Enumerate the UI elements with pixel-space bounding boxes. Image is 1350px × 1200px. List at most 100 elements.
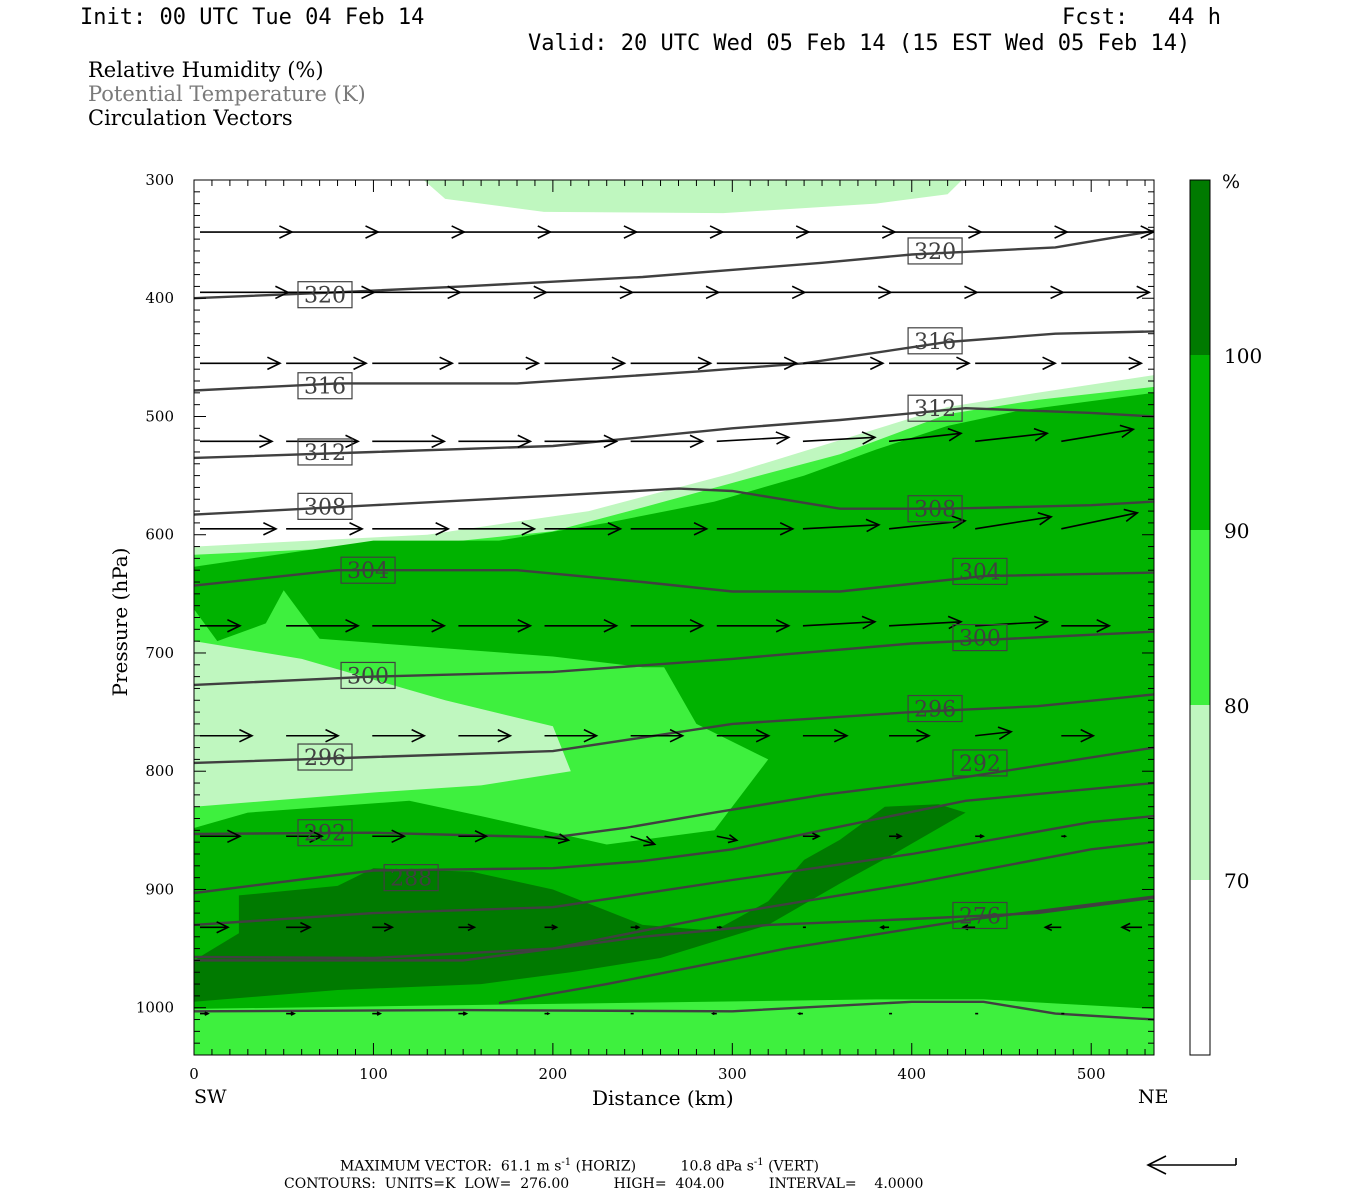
vector-arrow-head-8-1: [300, 921, 312, 933]
vector-arrow-head-3-9: [1033, 427, 1050, 442]
y-tick-label-1000: 1000: [136, 999, 174, 1017]
vector-arrow-head-4-7: [865, 518, 881, 533]
vector-arrow-head-3-2: [431, 434, 447, 449]
theta-contour-316: [194, 330, 1154, 392]
max-vector-prefix: MAXIMUM VECTOR: 61.1 m s: [340, 1158, 562, 1175]
vector-arrow-head-6-7: [833, 728, 849, 743]
contour-label-box-0: [297, 281, 353, 309]
max-vector-exp2: -1: [753, 1157, 764, 1168]
contour-label-box-9: [952, 557, 1008, 585]
x-tick-label-0: 0: [189, 1065, 199, 1083]
vector-arrow-head-9-6: [710, 1012, 715, 1016]
plot-area: 320 320 316 316 312 312 308 308 304 304 300 300 296 2…: [194, 180, 1154, 1055]
vector-arrow-head-4-0: [263, 522, 278, 536]
vector-arrow-head-5-5: [689, 618, 705, 633]
vector-arrow-head-3-5: [689, 434, 705, 449]
vector-arrow-head-6-6: [755, 728, 771, 743]
vector-arrow-head-6-3: [497, 728, 513, 743]
vector-arrow-head-6-9: [997, 726, 1014, 740]
vector-arrow-head-5-1: [345, 618, 360, 633]
theta-contour-9: [194, 814, 1154, 927]
vector-arrow-head-6-4: [583, 728, 599, 743]
vector-arrow-head-7-7: [812, 832, 821, 841]
vector-arrow-head-4-2: [435, 522, 451, 536]
contour-label-308: 308: [304, 495, 346, 520]
vector-arrow-head-8-0: [216, 921, 230, 934]
vector-arrow-head-2-1: [353, 356, 368, 371]
vector-arrow-head-9-2: [376, 1011, 383, 1016]
contour-label-296: 296: [304, 746, 346, 771]
colorbar-segment-2: [1190, 530, 1210, 705]
y-axis-title: Pressure (hPa): [108, 547, 132, 697]
vector-arrow-head-5-6: [775, 618, 791, 633]
colorbar-segment-3: [1190, 705, 1210, 880]
vector-arrow-head-2-9: [1042, 356, 1058, 371]
vector-arrow-head-9-4: [546, 1012, 551, 1016]
colorbar-label-100: 100: [1224, 344, 1262, 368]
y-tick-label-800: 800: [145, 762, 174, 780]
vector-arrow-head-9-1: [290, 1011, 296, 1016]
x-tick-label-200: 200: [539, 1065, 568, 1083]
legend-relative-humidity: Relative Humidity (%): [88, 58, 324, 82]
contour-label-316: 316: [304, 375, 346, 400]
colorbar-segment-4: [1190, 880, 1210, 1055]
x-tick-label-100: 100: [359, 1065, 388, 1083]
contour-label-box-10: [340, 661, 396, 690]
contour-label-box-5: [907, 394, 963, 422]
vector-arrow-head-2-7: [869, 356, 885, 371]
contour-label-box-2: [297, 372, 353, 400]
vector-arrow-3-6: [716, 436, 789, 443]
contour-label-316: 316: [914, 330, 956, 355]
vector-arrow-head-1-10: [1136, 285, 1152, 300]
colorbar-label-80: 80: [1224, 694, 1249, 718]
contour-label-box-15: [297, 819, 353, 847]
vector-arrow-head-8-10: [1043, 923, 1053, 932]
contour-label-300: 300: [347, 664, 389, 689]
vector-arrow-head-6-2: [411, 728, 427, 743]
vector-arrow-head-7-6: [727, 834, 739, 844]
vector-arrow-head-3-10: [1119, 424, 1136, 439]
contour-label-box-17: [952, 901, 1008, 930]
contour-label-box-8: [340, 556, 396, 584]
contour-label-box-16: [383, 864, 439, 892]
theta-contour-308: [194, 487, 1154, 516]
contour-label-276: 276: [959, 904, 1001, 929]
y-tick-label-900: 900: [145, 880, 174, 898]
x-end-label-sw: SW: [194, 1086, 227, 1108]
contour-label-box-6: [297, 492, 353, 520]
vector-arrow-head-2-4: [611, 356, 627, 371]
vector-arrow-head-9-0: [204, 1011, 210, 1016]
vector-arrow-head-8-11: [1120, 922, 1131, 932]
x-tick-label-400: 400: [897, 1065, 926, 1083]
vector-arrow-head-9-7: [797, 1012, 801, 1016]
vector-arrow-head-7-5: [643, 835, 657, 847]
legend-circulation-vectors: Circulation Vectors: [88, 106, 293, 130]
contour-label-312: 312: [304, 441, 346, 466]
vector-arrow-head-6-1: [325, 728, 340, 743]
vector-arrow-head-7-8: [895, 833, 903, 840]
theta-contour-12: [498, 895, 1154, 1005]
vector-arrow-head-8-3: [467, 923, 477, 932]
vector-arrow-head-7-10: [1063, 834, 1068, 838]
contour-label-box-14: [952, 749, 1008, 777]
vector-arrow-5-7: [802, 620, 875, 627]
vector-arrow-head-4-3: [521, 522, 537, 536]
vector-arrow-6-9: [975, 730, 1012, 737]
colorbar-label-90: 90: [1224, 519, 1249, 543]
vector-arrow-head-2-8: [956, 356, 971, 371]
x-tick-label-500: 500: [1077, 1065, 1106, 1083]
contour-label-296: 296: [914, 698, 956, 723]
vector-arrow-head-4-10: [1123, 508, 1140, 523]
vector-arrow-7-5: [630, 835, 655, 846]
vector-arrow-head-2-6: [783, 356, 799, 371]
colorbar-segment-1: [1190, 355, 1210, 530]
contour-label-312: 312: [914, 397, 956, 422]
y-tick-label-700: 700: [145, 644, 174, 662]
vector-arrow-head-8-6: [718, 925, 723, 929]
contour-label-box-4: [297, 438, 353, 466]
theta-contour-312: [194, 406, 1154, 460]
vector-arrow-head-2-5: [697, 356, 713, 371]
vector-arrow-head-8-8: [879, 925, 885, 930]
colorbar-segment-0: [1190, 180, 1210, 355]
